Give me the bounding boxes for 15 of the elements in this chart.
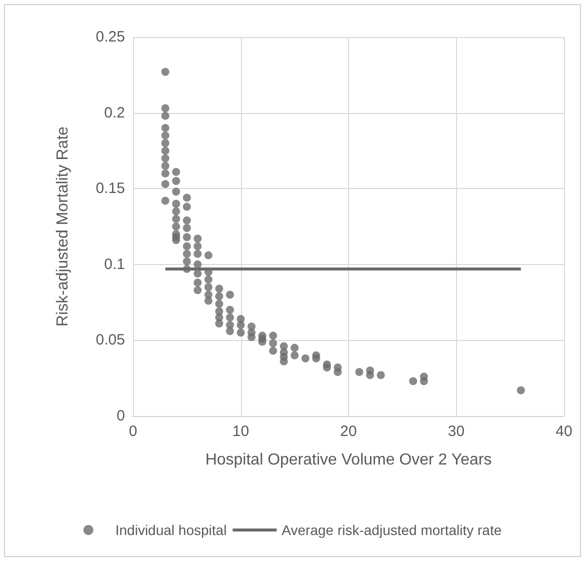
y-axis-title: Risk-adjusted Mortality Rate	[54, 126, 72, 327]
y-tick-label: 0	[116, 408, 125, 424]
x-tick-label: 20	[340, 423, 357, 440]
y-tick-label: 0.15	[96, 180, 125, 198]
x-tick-label: 30	[448, 423, 465, 440]
y-tick-label: 0.1	[104, 256, 125, 273]
y-tick-label: 0.2	[104, 104, 125, 122]
y-tick-label: 0.05	[96, 332, 125, 349]
legend-label: Individual hospital	[115, 522, 227, 538]
x-tick-label: 10	[232, 423, 250, 440]
legend-label: Average risk-adjusted mortality rate	[282, 522, 502, 538]
y-tick-label: 0.25	[96, 28, 125, 46]
x-axis-title: Hospital Operative Volume Over 2 Years	[205, 452, 492, 468]
x-tick-label: 40	[556, 423, 572, 440]
x-tick-label: 0	[128, 423, 138, 440]
